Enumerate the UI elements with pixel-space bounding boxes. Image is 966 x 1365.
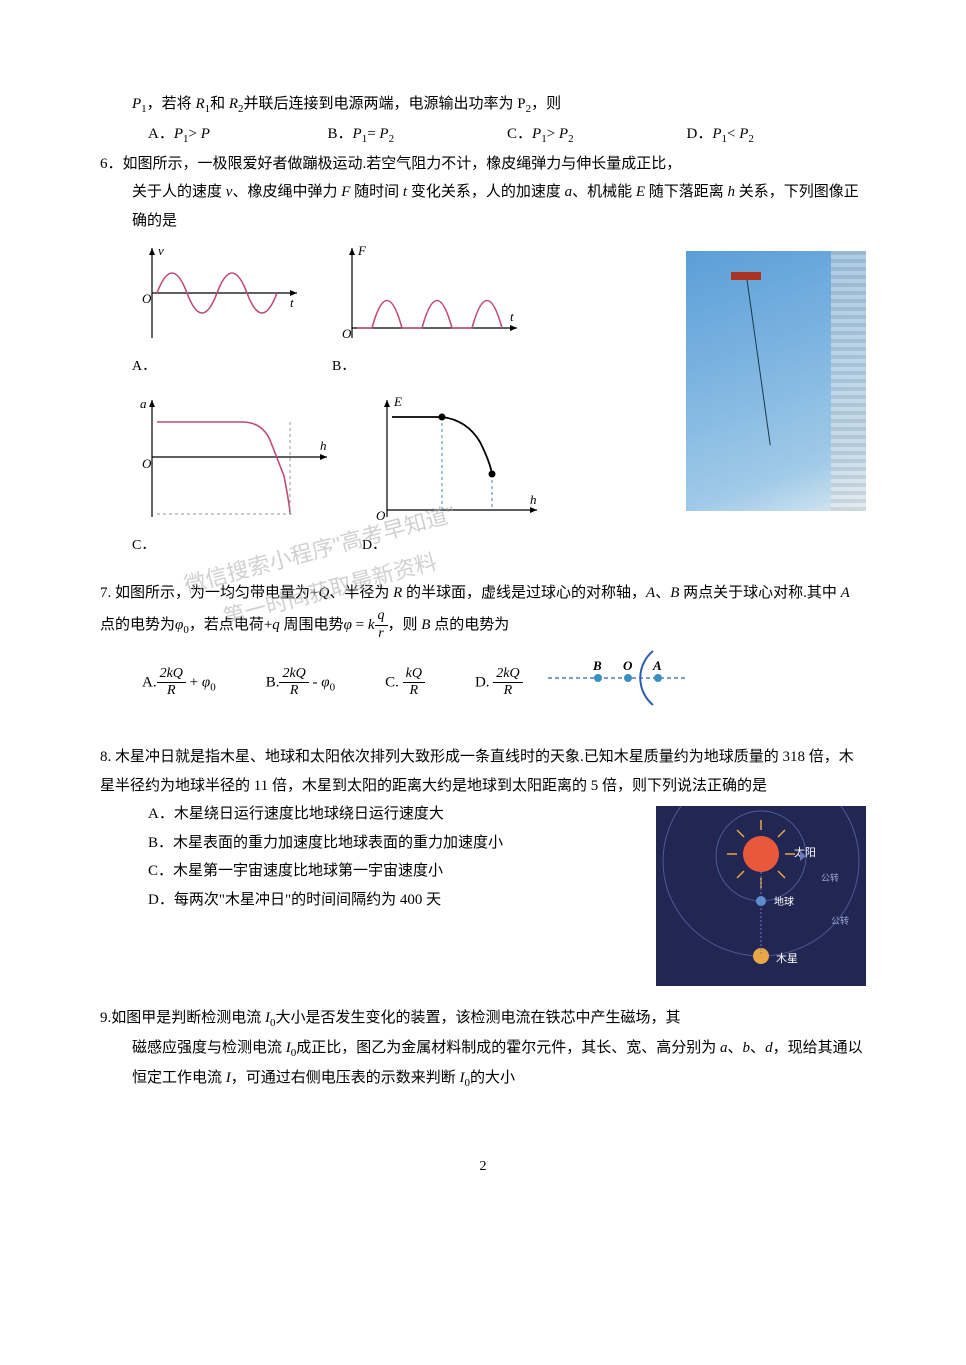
svg-text:O: O (142, 291, 152, 306)
q8-opt-c: C．木星第一宇宙速度比地球第一宇宙速度小 (100, 857, 640, 886)
q8-body: A．木星绕日运行速度比地球绕日运行速度大 B．木星表面的重力加速度比地球表面的重… (100, 800, 866, 986)
q6-charts: O t v A． O t (100, 243, 866, 571)
svg-text:A: A (652, 658, 662, 673)
q6-label-c: C． (132, 533, 332, 564)
q8-num: 8. (100, 749, 115, 765)
svg-text:h: h (320, 438, 327, 453)
svg-text:F: F (357, 243, 367, 258)
q5-tail: P1，若将 R1和 R2并联后连接到电源两端，电源输出功率为 P2，则 (100, 90, 866, 120)
svg-text:木星: 木星 (776, 952, 798, 965)
svg-text:B: B (592, 658, 602, 673)
q9-text: 如图甲是判断检测电流 I0大小是否发生变化的装置，该检测电流在铁芯中产生磁场，其 (111, 1010, 680, 1026)
chart-b-svg: O t F (332, 243, 522, 343)
q8-opt-b: B．木星表面的重力加速度比地球表面的重力加速度小 (100, 829, 640, 858)
svg-text:a: a (140, 396, 147, 411)
q7: 微信搜索小程序"高考早知道" 第一时间获取最新资料 7. 如图所示，为一均匀带电… (100, 579, 866, 642)
q7-opt-a: A.2kQR + φ0 (142, 666, 216, 701)
svg-text:v: v (158, 243, 164, 258)
svg-text:h: h (530, 492, 537, 507)
q6-text-cont: 关于人的速度 v、橡皮绳中弹力 F 随时间 t 变化关系，人的加速度 a、机械能… (100, 178, 866, 235)
q8-figure: 太阳 地球 木星 公转 公转 (656, 806, 866, 986)
q7-opt-b: B.2kQR - φ0 (266, 666, 335, 701)
q8-opt-d: D．每两次"木星冲日"的时间间隔约为 400 天 (100, 886, 640, 915)
q8: 8. 木星冲日就是指木星、地球和太阳依次排列大致形成一条直线时的天象.已知木星质… (100, 743, 866, 800)
q6-label-d: D． (362, 533, 542, 564)
q6-text: 如图所示，一极限爱好者做蹦极运动.若空气阻力不计，橡皮绳弹力与伸长量成正比， (123, 156, 682, 172)
svg-text:O: O (623, 658, 633, 673)
q6-label-b: B． (332, 354, 522, 385)
svg-text:公转: 公转 (831, 915, 849, 926)
q6-photo (686, 251, 866, 511)
q6-num: 6． (100, 156, 123, 172)
q7-num: 7. (100, 585, 115, 601)
q7-opt-c: C. kQR (385, 666, 425, 701)
q7-figure: B O A (543, 643, 693, 724)
q6-label-a: A． (132, 354, 302, 385)
page-number: 2 (100, 1154, 866, 1181)
chart-d-svg: O h E (362, 392, 542, 522)
q7-opt-d: D. 2kQR (475, 666, 523, 701)
q8-opt-a: A．木星绕日运行速度比地球绕日运行速度大 (100, 800, 640, 829)
svg-text:公转: 公转 (821, 872, 839, 883)
q9-num: 9. (100, 1010, 111, 1026)
svg-text:地球: 地球 (774, 895, 794, 908)
svg-text:太阳: 太阳 (794, 846, 816, 859)
q5-options: A．P1> P B．P1= P2 C．P1> P2 D．P1< P2 (100, 120, 866, 150)
svg-text:t: t (290, 295, 294, 310)
svg-text:O: O (142, 456, 152, 471)
q8-text: 木星冲日就是指木星、地球和太阳依次排列大致形成一条直线时的天象.已知木星质量约为… (100, 749, 854, 794)
q7-text: 如图所示，为一均匀带电量为+Q、半径为 R 的半球面，虚线是过球心的对称轴，A、… (100, 585, 850, 632)
q7-options-row: A.2kQR + φ0 B.2kQR - φ0 C. kQR D. 2kQR B… (100, 643, 866, 724)
q5-opt-a: A．P1> P (148, 120, 328, 150)
svg-text:E: E (393, 394, 402, 409)
q5-opt-c: C．P1> P2 (507, 120, 687, 150)
svg-text:O: O (342, 326, 352, 341)
svg-text:t: t (510, 309, 514, 324)
q5-opt-b: B．P1= P2 (328, 120, 508, 150)
q9: 9.如图甲是判断检测电流 I0大小是否发生变化的装置，该检测电流在铁芯中产生磁场… (100, 1004, 866, 1034)
chart-a-svg: O t v (132, 243, 302, 343)
q9-text-cont: 磁感应强度与检测电流 I0成正比，图乙为金属材料制成的霍尔元件，其长、宽、高分别… (100, 1034, 866, 1094)
q6: 6．如图所示，一极限爱好者做蹦极运动.若空气阻力不计，橡皮绳弹力与伸长量成正比， (100, 150, 866, 179)
q5-opt-d: D．P1< P2 (687, 120, 867, 150)
svg-text:O: O (376, 508, 386, 522)
chart-c-svg: O h a (132, 392, 332, 522)
